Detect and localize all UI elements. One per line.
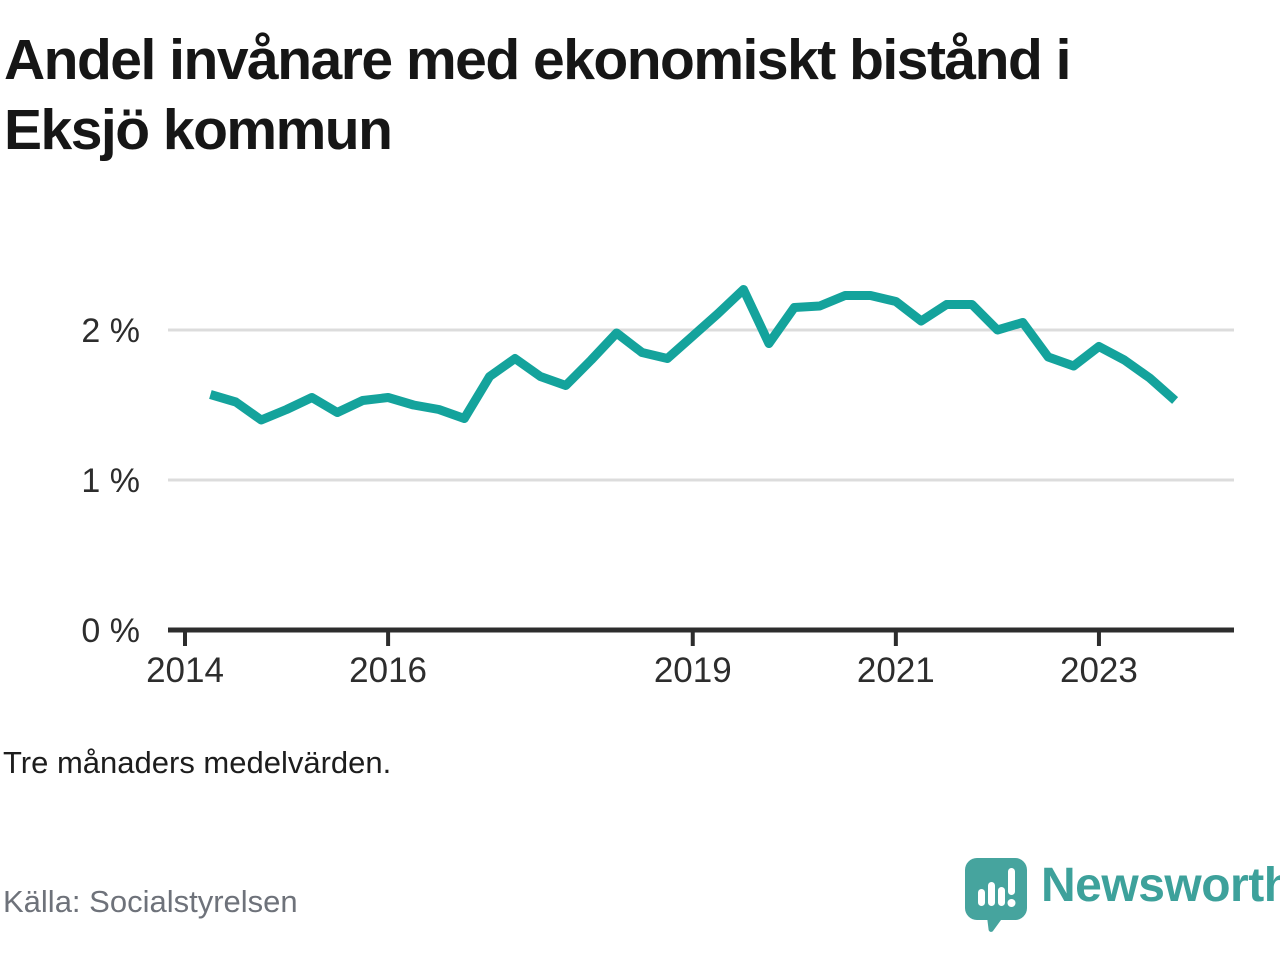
chart-footnote: Tre månaders medelvärden. bbox=[3, 745, 392, 780]
line-chart-canvas: 0 % 1 % 2 % 2014 2016 2019 2021 2023 bbox=[81, 285, 1234, 690]
y-axis-tick-label: 1 % bbox=[81, 462, 140, 500]
data-series-line bbox=[209, 285, 1179, 425]
exclamation-bar bbox=[1008, 868, 1015, 895]
y-axis-tick-label: 0 % bbox=[81, 612, 140, 650]
newsworthy-wordmark: Newsworthy bbox=[1041, 859, 1280, 912]
newsworthy-bubble-icon bbox=[965, 858, 1027, 932]
x-axis-tick-label: 2016 bbox=[349, 651, 427, 690]
x-axis-tick-label: 2014 bbox=[146, 651, 224, 690]
newsworthy-logo: Newsworthy bbox=[963, 856, 1280, 932]
x-axis-tick-label: 2021 bbox=[857, 651, 935, 690]
bar-chart-glyph bbox=[978, 868, 1016, 907]
source-caption: Källa: Socialstyrelsen bbox=[3, 884, 298, 919]
exclamation-dot bbox=[1007, 899, 1016, 907]
y-axis-tick-label: 2 % bbox=[81, 312, 140, 350]
x-axis-tick-label: 2023 bbox=[1060, 651, 1138, 690]
speech-bubble-shape bbox=[965, 858, 1027, 932]
x-axis-tick-label: 2019 bbox=[654, 651, 732, 690]
chart-title: Andel invånare med ekonomiskt bistånd i … bbox=[4, 28, 1071, 162]
